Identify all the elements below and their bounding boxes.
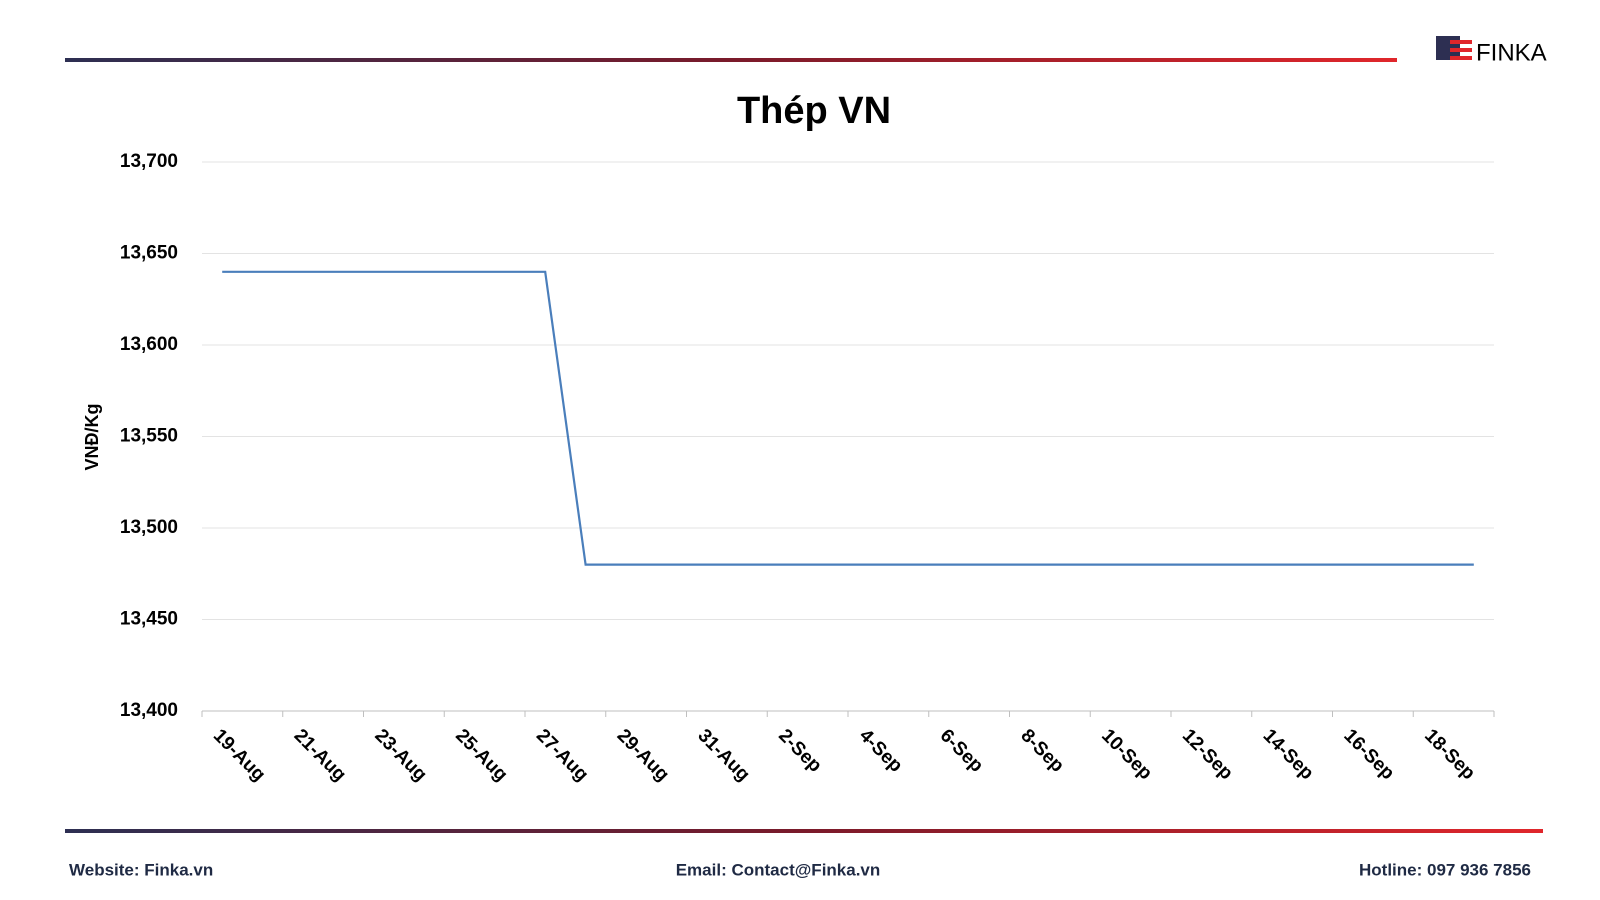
logo-stripes (1450, 40, 1472, 60)
x-tick-label: 18-Sep (1420, 725, 1479, 784)
chart-title: Thép VN (737, 90, 891, 132)
y-tick-label: 13,500 (120, 517, 178, 538)
x-tick-label: 10-Sep (1097, 725, 1156, 784)
x-tick-label: 23-Aug (370, 725, 430, 785)
line-series (222, 270, 1474, 566)
y-tick-label: 13,400 (120, 700, 178, 721)
y-tick-label: 13,450 (120, 609, 178, 630)
footer-hotline: Hotline: 097 936 7856 (1359, 860, 1531, 879)
logo: FINKA (1436, 36, 1547, 66)
logo-text: FINKA (1476, 39, 1547, 66)
x-tick-label: 8-Sep (1016, 725, 1067, 776)
x-tick-label: 27-Aug (532, 725, 592, 785)
x-tick-label: 4-Sep (855, 725, 906, 776)
x-tick-label: 21-Aug (290, 725, 350, 785)
x-tick-label: 19-Aug (209, 725, 269, 785)
x-tick-label: 31-Aug (693, 725, 753, 785)
y-tick-label: 13,600 (120, 334, 178, 355)
x-tick-label: 14-Sep (1259, 725, 1318, 784)
y-tick-label: 13,700 (120, 151, 178, 172)
y-axis-label: VNĐ/Kg (82, 404, 102, 471)
y-tick-label: 13,650 (120, 243, 178, 264)
header-rule (65, 58, 1397, 62)
y-tick-label: 13,550 (120, 426, 178, 447)
x-tick-label: 6-Sep (936, 725, 987, 776)
footer-rule (65, 829, 1543, 833)
footer-website: Website: Finka.vn (69, 860, 213, 879)
footer-email: Email: Contact@Finka.vn (676, 860, 881, 879)
x-tick-label: 25-Aug (451, 725, 511, 785)
x-tick-label: 12-Sep (1178, 725, 1237, 784)
x-tick-label: 2-Sep (774, 725, 825, 776)
x-tick-label: 16-Sep (1339, 725, 1398, 784)
x-tick-label: 29-Aug (613, 725, 673, 785)
